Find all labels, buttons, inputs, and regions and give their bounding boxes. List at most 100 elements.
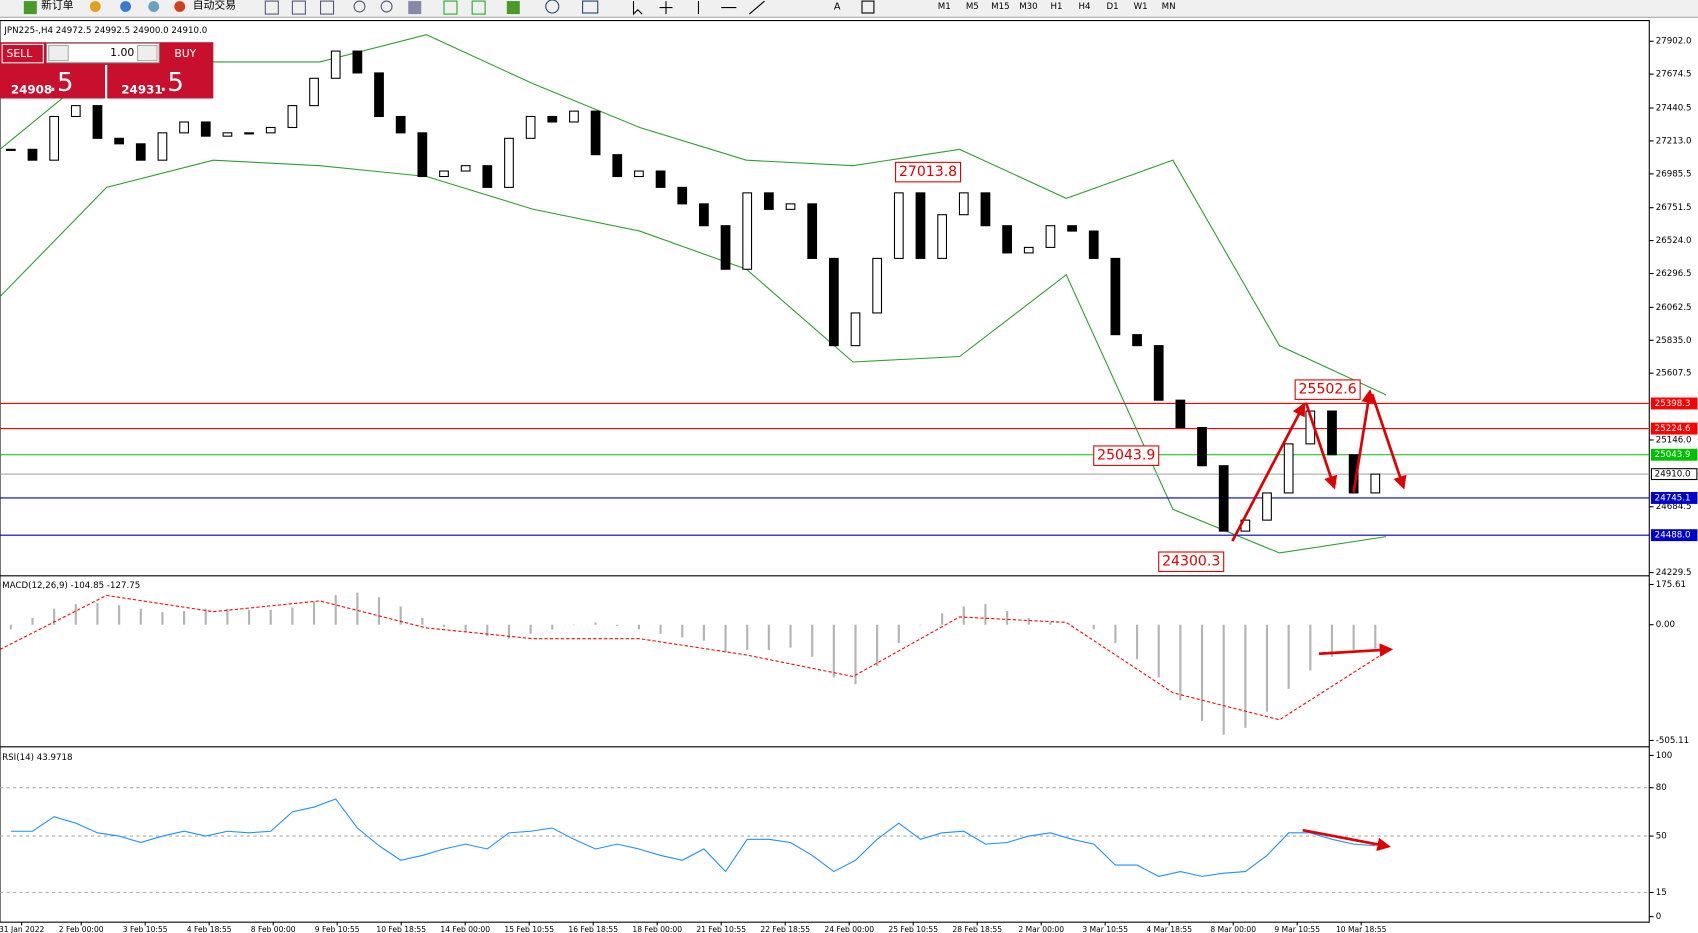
- one-click-trading: SELL 1.00 BUY 24908 .5 24931 .5: [0, 42, 214, 99]
- arrow: [1302, 828, 1391, 852]
- macd-bar: [897, 624, 900, 644]
- periods-icon[interactable]: [545, 0, 560, 14]
- candle-body: [1327, 410, 1337, 456]
- drawing-tools: A: [264, 0, 875, 16]
- toolbar-icon[interactable]: [148, 1, 160, 12]
- timeframe-button[interactable]: D1: [1106, 2, 1118, 12]
- candle-body: [1175, 399, 1186, 429]
- arrow: [1231, 402, 1306, 542]
- sell-label[interactable]: SELL: [6, 47, 32, 60]
- y-tick-label: 27440.5: [1656, 104, 1692, 114]
- candle-body: [1002, 225, 1012, 254]
- timeframe-button[interactable]: M1: [938, 2, 951, 12]
- lot-up[interactable]: [136, 44, 158, 62]
- candle-body: [395, 115, 406, 134]
- level-label-box: [1650, 492, 1698, 504]
- timeframe-button[interactable]: M15: [991, 2, 1009, 12]
- y-tick-label: 26062.5: [1656, 303, 1692, 313]
- buy-price-pip[interactable]: .5: [159, 68, 184, 98]
- x-tick-label: 16 Feb 18:55: [568, 925, 618, 933]
- indicator-title: MACD(12,26,9) -104.85 -127.75: [2, 581, 140, 591]
- macd-bar: [486, 624, 489, 637]
- macd-bar: [74, 604, 77, 625]
- candle-body: [699, 203, 709, 227]
- zoom-in[interactable]: [353, 0, 366, 13]
- macd-bar: [1179, 624, 1182, 701]
- timeframe-button[interactable]: H4: [1079, 2, 1092, 12]
- cursor-icon[interactable]: [632, 1, 643, 16]
- timeframe-button[interactable]: W1: [1134, 2, 1148, 12]
- macd-bar: [941, 613, 944, 625]
- macd-bar: [637, 624, 640, 630]
- candle-body: [958, 192, 969, 216]
- macd-bar: [1027, 617, 1030, 625]
- level-label-box: [1650, 529, 1698, 542]
- line-tools[interactable]: [697, 0, 765, 15]
- y-tick-label: 25607.5: [1656, 369, 1692, 379]
- macd-bar: [421, 617, 424, 625]
- tool-icon[interactable]: [319, 0, 335, 15]
- candle-body: [1370, 473, 1381, 494]
- candle-body: [1067, 225, 1077, 232]
- lot-down[interactable]: [48, 44, 69, 62]
- macd-bar: [1374, 624, 1377, 649]
- candle-body: [374, 72, 384, 118]
- candle-body: [1262, 492, 1272, 521]
- arrow: [1370, 393, 1407, 490]
- label-tool[interactable]: [861, 0, 875, 14]
- candle-body: [222, 132, 233, 137]
- auto-trading-icon[interactable]: [174, 1, 186, 12]
- macd-bar: [551, 624, 554, 630]
- new-order-icon[interactable]: [23, 1, 37, 15]
- sell-price[interactable]: 24908: [11, 82, 52, 96]
- y-tick-label: 15: [1656, 888, 1667, 898]
- rsi-panel: RSI(14) 43.9718 100 80 50 15 0: [0, 751, 1672, 922]
- timeframe-button[interactable]: M30: [1019, 2, 1037, 12]
- macd-bar: [247, 609, 251, 625]
- text-tool[interactable]: A: [834, 1, 841, 12]
- y-tick-label: 27674.5: [1656, 70, 1692, 80]
- timeframe-button[interactable]: M5: [966, 2, 979, 12]
- buy-price[interactable]: 24931: [121, 82, 162, 96]
- macd-bar: [1352, 624, 1355, 650]
- tool-icon[interactable]: [471, 0, 486, 15]
- price-annotation-box: [1158, 551, 1225, 573]
- candle-body: [872, 257, 883, 314]
- candle-body: [1218, 465, 1229, 532]
- tool-icon[interactable]: [291, 0, 306, 15]
- candle-body: [720, 225, 731, 270]
- timeframe-button[interactable]: MN: [1162, 2, 1176, 12]
- sell-price-pip[interactable]: .5: [49, 68, 74, 98]
- tool-icon[interactable]: [443, 0, 458, 15]
- indicators-icon[interactable]: [506, 1, 520, 15]
- level-label-box: [1650, 468, 1698, 481]
- sell-button[interactable]: [1, 43, 44, 64]
- candle-body: [70, 105, 81, 118]
- toolbar-icon[interactable]: [120, 1, 132, 12]
- tile-icon[interactable]: [408, 1, 422, 15]
- macd-bar: [1244, 624, 1247, 728]
- lot-input[interactable]: [46, 42, 160, 64]
- crosshair-icon[interactable]: [659, 1, 673, 15]
- lot-value[interactable]: 1.00: [110, 46, 134, 59]
- new-order-button[interactable]: 新订单: [41, 0, 74, 11]
- candle-body: [1283, 443, 1294, 494]
- candle-body: [1197, 426, 1207, 467]
- templates-icon[interactable]: [582, 0, 599, 14]
- tool-icon[interactable]: [264, 0, 279, 15]
- buy-label[interactable]: BUY: [174, 47, 196, 60]
- toolbar-icon[interactable]: [89, 1, 101, 12]
- macd-bar: [1070, 624, 1074, 626]
- candle-body: [1110, 257, 1121, 336]
- time-axis: 31 Jan 2022 2 Feb 00:00 3 Feb 10:55 4 Feb 1…: [0, 922, 1387, 933]
- y-tick-label: 26985.5: [1656, 169, 1692, 179]
- price-annotation: 24300.3: [1162, 554, 1220, 570]
- auto-trading-button[interactable]: 自动交易: [193, 0, 236, 11]
- macd-bar: [919, 624, 922, 626]
- macd-bar: [876, 624, 879, 666]
- zoom-out[interactable]: [380, 0, 393, 13]
- price-annotation-box: [895, 161, 962, 183]
- bollinger-upper: [0, 34, 1387, 396]
- macd-bar: [377, 597, 381, 625]
- timeframe-button[interactable]: H1: [1050, 2, 1062, 12]
